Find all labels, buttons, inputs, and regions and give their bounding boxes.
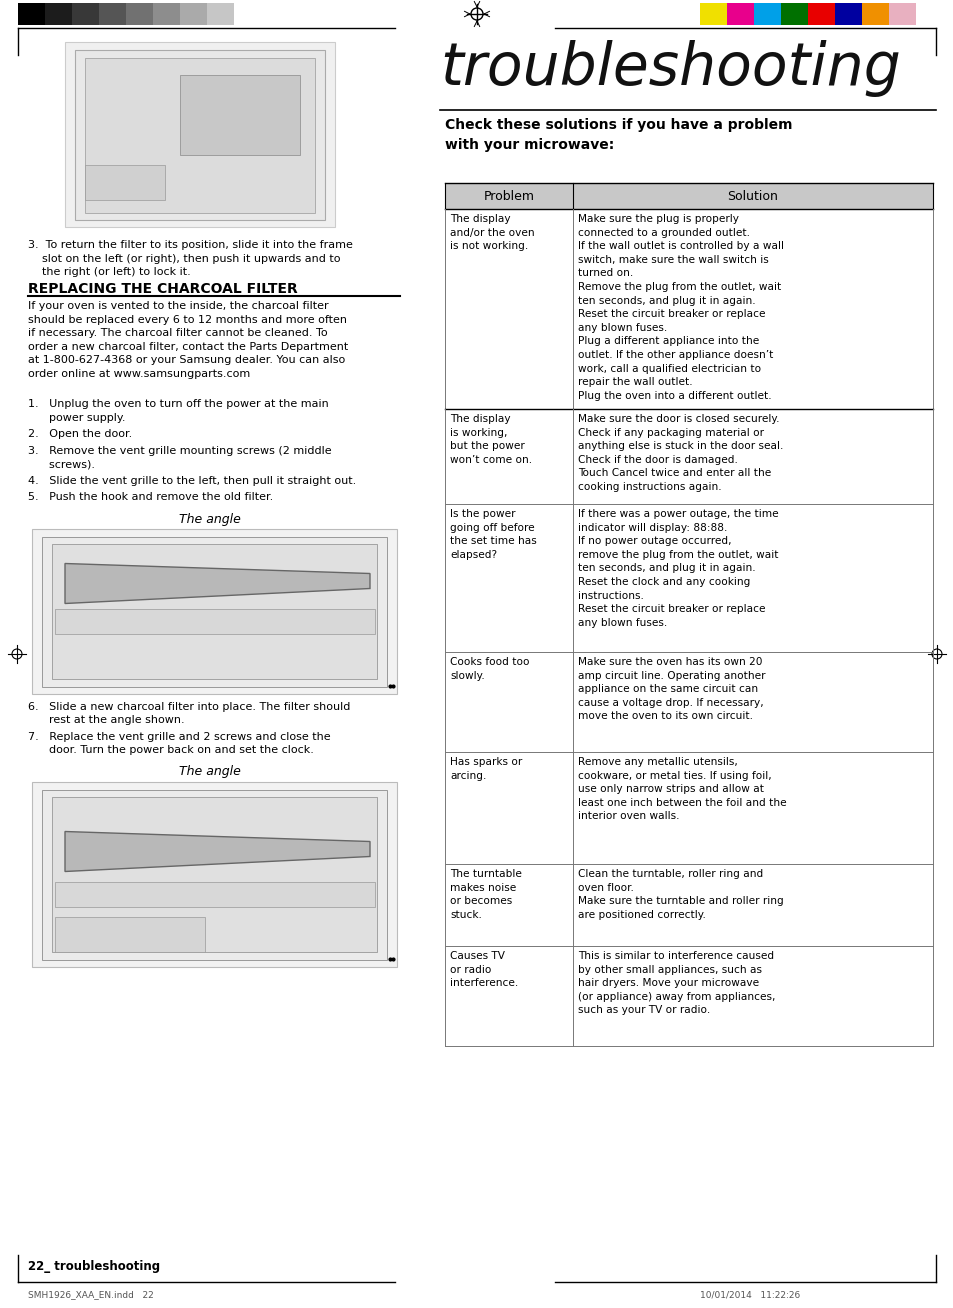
Text: Clean the turntable, roller ring and
oven floor.
Make sure the turntable and rol: Clean the turntable, roller ring and ove… xyxy=(578,869,783,920)
Bar xyxy=(75,50,325,220)
Text: The angle: The angle xyxy=(179,765,241,778)
Polygon shape xyxy=(65,564,370,603)
Bar xyxy=(444,183,932,209)
Text: Has sparks or
arcing.: Has sparks or arcing. xyxy=(450,757,521,781)
Text: The display
and/or the oven
is not working.: The display and/or the oven is not worki… xyxy=(450,215,534,251)
Bar xyxy=(32,781,396,967)
Bar xyxy=(42,790,387,960)
Bar xyxy=(42,536,387,687)
Text: Remove any metallic utensils,
cookware, or metal ties. If using foil,
use only n: Remove any metallic utensils, cookware, … xyxy=(578,757,786,821)
Bar xyxy=(180,75,299,156)
Text: 2.   Open the door.: 2. Open the door. xyxy=(28,429,132,439)
Text: Is the power
going off before
the set time has
elapsed?: Is the power going off before the set ti… xyxy=(450,509,537,560)
Text: 1.   Unplug the oven to turn off the power at the main
      power supply.: 1. Unplug the oven to turn off the power… xyxy=(28,399,329,422)
Text: If there was a power outage, the time
indicator will display: 88:88.
If no power: If there was a power outage, the time in… xyxy=(578,509,778,628)
Text: The turntable
makes noise
or becomes
stuck.: The turntable makes noise or becomes stu… xyxy=(450,869,521,920)
Bar xyxy=(85,58,314,213)
Text: Make sure the plug is properly
connected to a grounded outlet.
If the wall outle: Make sure the plug is properly connected… xyxy=(578,215,783,400)
Bar xyxy=(55,882,375,906)
Text: Causes TV
or radio
interference.: Causes TV or radio interference. xyxy=(450,951,517,989)
Text: This is similar to interference caused
by other small appliances, such as
hair d: This is similar to interference caused b… xyxy=(578,951,775,1015)
Bar xyxy=(52,797,376,951)
Bar xyxy=(65,42,335,228)
Bar xyxy=(152,3,180,25)
Text: 10/01/2014   11:22:26: 10/01/2014 11:22:26 xyxy=(700,1290,800,1299)
Text: The display
is working,
but the power
won’t come on.: The display is working, but the power wo… xyxy=(450,415,532,464)
Text: 4.   Slide the vent grille to the left, then pull it straight out.: 4. Slide the vent grille to the left, th… xyxy=(28,476,355,485)
Text: 3.   Remove the vent grille mounting screws (2 middle
      screws).: 3. Remove the vent grille mounting screw… xyxy=(28,446,332,470)
Bar xyxy=(52,544,376,679)
Bar xyxy=(888,3,915,25)
Text: Make sure the door is closed securely.
Check if any packaging material or
anythi: Make sure the door is closed securely. C… xyxy=(578,415,782,492)
Text: Problem: Problem xyxy=(483,190,534,203)
Bar xyxy=(126,3,152,25)
Bar xyxy=(807,3,834,25)
Bar xyxy=(55,608,375,633)
Polygon shape xyxy=(65,832,370,871)
Bar xyxy=(18,3,45,25)
Bar xyxy=(753,3,781,25)
Bar xyxy=(781,3,807,25)
Bar xyxy=(834,3,862,25)
Text: 6.   Slide a new charcoal filter into place. The filter should
      rest at the: 6. Slide a new charcoal filter into plac… xyxy=(28,701,350,725)
Text: troubleshooting: troubleshooting xyxy=(439,41,900,97)
Text: 22_ troubleshooting: 22_ troubleshooting xyxy=(28,1260,160,1273)
Text: Cooks food too
slowly.: Cooks food too slowly. xyxy=(450,657,529,680)
Text: Solution: Solution xyxy=(727,190,778,203)
Bar xyxy=(180,3,207,25)
Bar xyxy=(32,528,396,693)
Text: REPLACING THE CHARCOAL FILTER: REPLACING THE CHARCOAL FILTER xyxy=(28,283,297,296)
Bar xyxy=(85,165,165,200)
Text: Make sure the oven has its own 20
amp circuit line. Operating another
appliance : Make sure the oven has its own 20 amp ci… xyxy=(578,657,764,722)
Bar xyxy=(71,3,99,25)
Text: 7.   Replace the vent grille and 2 screws and close the
      door. Turn the pow: 7. Replace the vent grille and 2 screws … xyxy=(28,731,331,755)
Text: The angle: The angle xyxy=(179,513,241,526)
Bar xyxy=(862,3,888,25)
Text: SMH1926_XAA_EN.indd   22: SMH1926_XAA_EN.indd 22 xyxy=(28,1290,153,1299)
Bar xyxy=(700,3,726,25)
Bar xyxy=(55,917,205,951)
Bar xyxy=(207,3,233,25)
Text: 5.   Push the hook and remove the old filter.: 5. Push the hook and remove the old filt… xyxy=(28,492,273,502)
Text: 3.  To return the filter to its position, slide it into the frame
    slot on th: 3. To return the filter to its position,… xyxy=(28,239,353,277)
Bar xyxy=(45,3,71,25)
Text: If your oven is vented to the inside, the charcoal filter
should be replaced eve: If your oven is vented to the inside, th… xyxy=(28,301,348,379)
Text: Check these solutions if you have a problem
with your microwave:: Check these solutions if you have a prob… xyxy=(444,118,792,152)
Bar xyxy=(726,3,753,25)
Bar xyxy=(99,3,126,25)
